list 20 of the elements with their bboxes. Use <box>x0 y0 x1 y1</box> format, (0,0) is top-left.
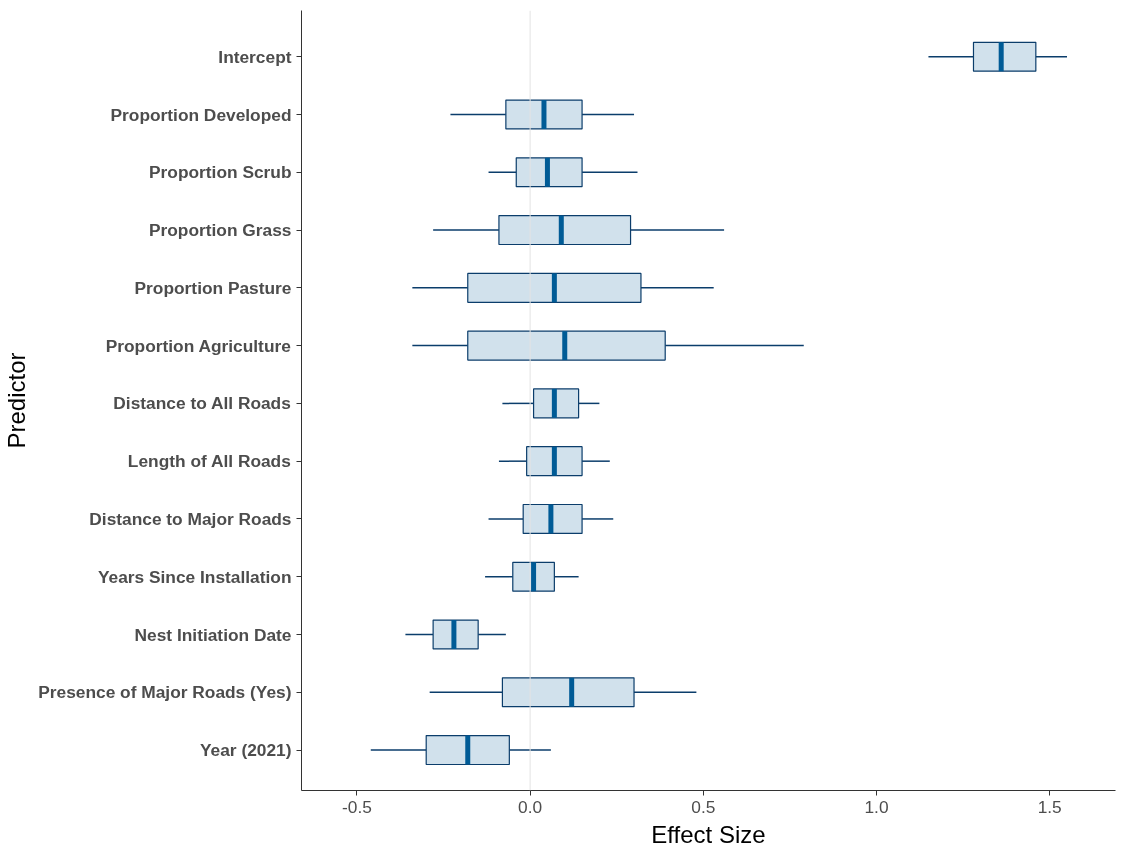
y-tick-label: Distance to Major Roads <box>89 508 292 529</box>
y-tick-label: Nest Initiation Date <box>134 624 292 645</box>
x-axis-title: Effect Size <box>651 820 766 848</box>
x-tick-label: 1.5 <box>1037 796 1062 817</box>
x-tick-label: 0.5 <box>691 796 716 817</box>
y-tick-label: Year (2021) <box>199 740 292 761</box>
y-tick-label: Distance to All Roads <box>113 393 291 414</box>
y-axis-title: Predictor <box>3 352 31 449</box>
x-tick-label: 0.0 <box>518 796 543 817</box>
y-tick-label: Length of All Roads <box>127 451 291 472</box>
y-tick-label: Proportion Scrub <box>149 162 292 183</box>
y-tick-label: Presence of Major Roads (Yes) <box>38 682 292 703</box>
y-tick-label: Proportion Developed <box>110 104 292 125</box>
y-tick-label: Intercept <box>218 46 292 67</box>
y-tick-label: Years Since Installation <box>97 566 292 587</box>
y-tick-label: Proportion Agriculture <box>105 335 292 356</box>
y-tick-label: Proportion Grass <box>149 220 292 241</box>
x-tick-label: 1.0 <box>864 796 889 817</box>
x-tick-label: -0.5 <box>341 796 372 817</box>
y-tick-label: Proportion Pasture <box>134 277 292 298</box>
